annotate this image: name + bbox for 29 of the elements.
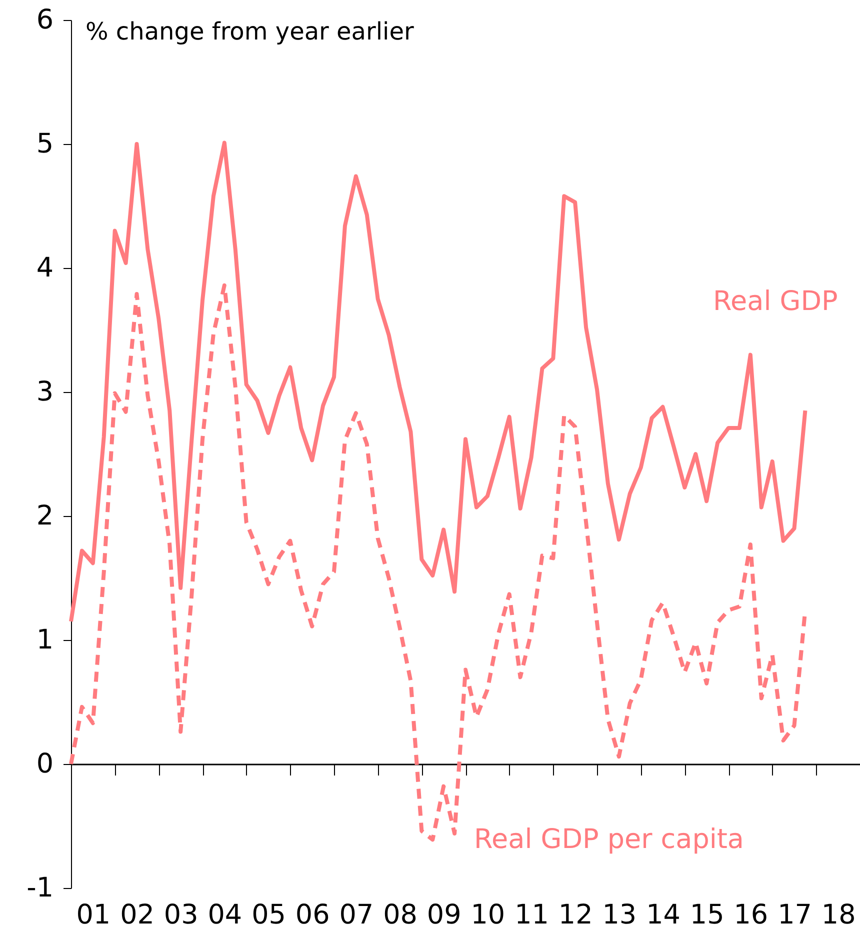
y-tick-label: 1 [36,624,54,656]
x-tick-label: 07 [339,900,374,930]
x-tick-label: 08 [383,900,418,930]
y-tick-label: 2 [36,500,54,532]
y-tick-label: 4 [36,252,54,284]
x-tick-label: 12 [558,900,593,930]
x-tick-label: 04 [208,900,242,930]
x-tick-label: 01 [76,900,111,930]
x-tick-label: 15 [690,900,724,930]
x-tick-label: 03 [164,900,198,930]
y-tick-label: -1 [26,872,54,904]
y-axis-title: % change from year earlier [86,18,414,46]
x-tick-label: 14 [646,900,680,930]
x-tick-label: 17 [778,900,812,930]
x-tick-label: 18 [821,900,856,930]
y-tick-label: 3 [36,376,54,408]
x-tick-label: 13 [602,900,637,930]
x-tick-label: 11 [514,900,549,930]
series-label: Real GDP [713,286,838,317]
x-tick-label: 16 [734,900,768,930]
series-label: Real GDP per capita [474,824,744,855]
x-tick-label: 05 [252,900,286,930]
x-tick-label: 09 [426,900,462,930]
y-tick-label: 0 [36,748,54,780]
y-tick-label: 5 [36,128,54,160]
x-tick-label: 02 [120,900,154,930]
x-tick-label: 06 [295,900,330,930]
y-tick-label: 6 [36,4,54,36]
x-tick-label: 10 [470,900,506,930]
